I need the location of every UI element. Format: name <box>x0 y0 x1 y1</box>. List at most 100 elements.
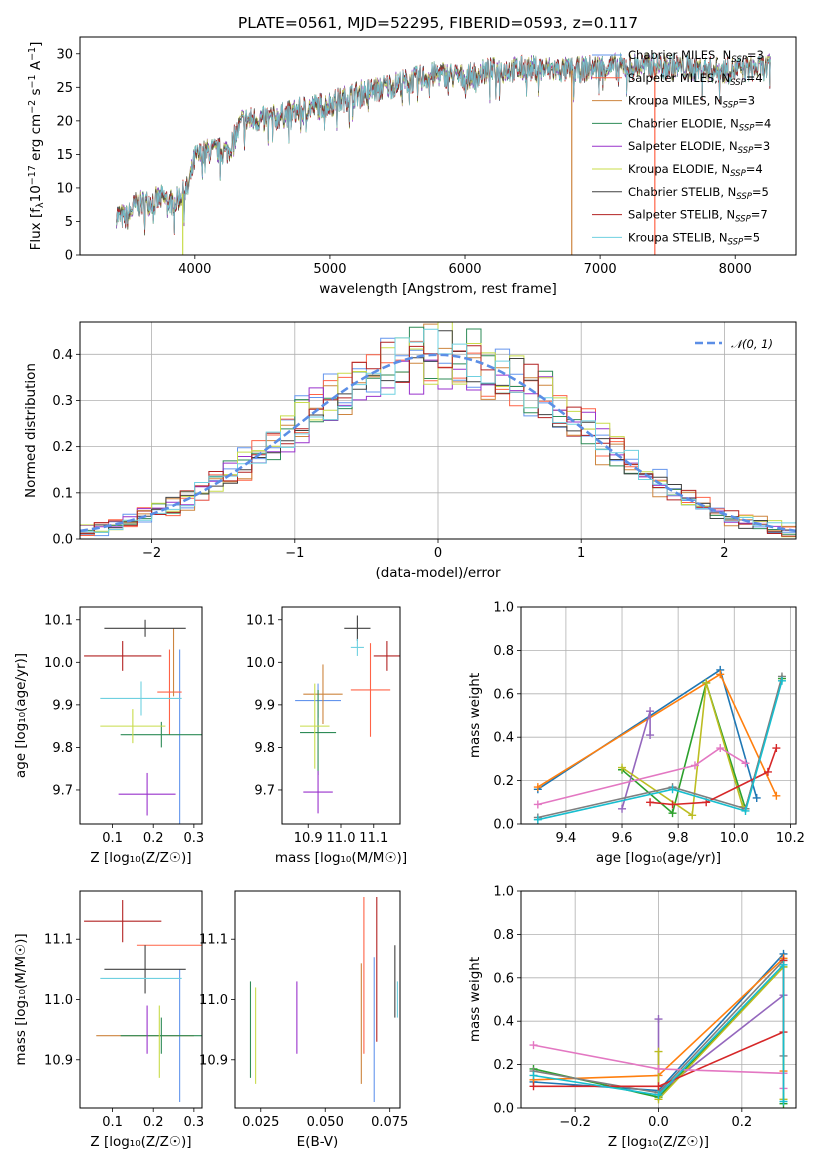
mass_vs_Z-ytick-label: 11.1 <box>44 933 73 948</box>
weight_vs_age-marker-s_MILES <box>690 761 699 770</box>
spectrum-ylabel-part: Flux [f <box>28 207 44 251</box>
spectrum-frame <box>79 36 797 256</box>
age_vs_mass-point-s_ELODIE <box>303 770 333 814</box>
age_vs_mass-point-c_ELODIE <box>300 689 337 776</box>
age_vs_mass-axes: 10.9 11.0 11.1 9.7 9.8 9.9 10.0 10.1 mass [log₁₀… <box>246 606 407 866</box>
weight_vs_Z-xtick-label: 0.2 <box>731 1115 752 1130</box>
weight_vs_age-marker-k_MILES <box>533 783 542 792</box>
spectrum-ylabel-part: erg cm <box>28 114 44 165</box>
weight_vs_age-marker-s_STELIB <box>763 767 772 776</box>
mass_vs_Z-point-c_STELIB <box>104 945 186 994</box>
age_vs_mass-xlabel: mass [log₁₀(M/M☉)] <box>275 850 407 866</box>
weight_vs_Z-frame <box>520 890 797 1109</box>
age_vs_Z-xtick-label: 0.3 <box>184 831 205 846</box>
mass_vs_Z-xtick-label: 0.3 <box>184 1115 205 1130</box>
weight_vs_age-marker-k_MILES <box>772 791 781 800</box>
legend-nssp: =5 <box>743 230 760 244</box>
legend-nssp: =3 <box>747 48 764 62</box>
weight_vs_Z-ylabel: mass weight <box>467 957 483 1042</box>
age_vs_Z-ytick-label: 9.8 <box>52 741 73 756</box>
age_vs_mass-point-s_MILES <box>350 643 391 737</box>
legend-entry-c_STELIB: Chabrier STELIB, NSSP=5 <box>628 185 769 202</box>
weight_vs_Z-marker-s_ELODIE <box>654 1015 663 1024</box>
residuals-ytick-label: 0.3 <box>52 394 73 409</box>
figure-title: PLATE=0561, MJD=52295, FIBERID=0593, z=0… <box>238 14 638 32</box>
residuals-xtick-label: 1 <box>577 546 585 561</box>
weight_vs_age-marker-s_ELODIE <box>646 731 655 740</box>
spectrum-ylabel-part: −17 <box>27 165 38 185</box>
mass_vs_Z-xtick-label: 0.1 <box>102 1115 123 1130</box>
weight_vs_Z-marker-k_ELODIE <box>654 1047 663 1056</box>
weight_vs_Z-marker-s_STELIB <box>654 1082 663 1091</box>
mass_vs_Z-ytick-label: 10.9 <box>44 1053 73 1068</box>
legend-subscript: SSP <box>735 215 751 225</box>
age_vs_mass-ytick-label: 10.1 <box>246 613 275 628</box>
legend-nssp: =7 <box>751 208 768 222</box>
residuals-xtick-label: 0 <box>434 546 442 561</box>
age_vs_Z-point-k_ELODIE <box>100 709 166 744</box>
residuals-ylabel: Normed distribution <box>23 363 39 498</box>
weight_vs_age-marker-c_MILES <box>752 793 761 802</box>
spectrum-xtick-label: 6000 <box>448 262 481 277</box>
weight_vs_age-xtick-label: 9.6 <box>612 831 633 846</box>
age_vs_Z-xtick-label: 0.1 <box>102 831 123 846</box>
spectrum-ytick-label: 30 <box>56 47 73 62</box>
weight_vs_Z-xtick-label: 0.0 <box>648 1115 669 1130</box>
age_vs_Z-xtick-label: 0.2 <box>143 831 164 846</box>
legend-nssp: =3 <box>738 94 755 108</box>
age_vs_mass-xtick-label: 10.9 <box>294 831 323 846</box>
spectrum-xlabel: wavelength [Angstrom, rest frame] <box>319 281 557 297</box>
age_vs_Z-frame <box>79 606 203 825</box>
legend-nssp: =5 <box>752 185 769 199</box>
age_vs_Z-point-c_STELIB <box>104 619 186 637</box>
weight_vs_Z-ytick-label: 0.6 <box>493 971 514 986</box>
age_vs_Z-axes: 0.1 0.2 0.3 9.7 9.8 9.9 10.0 10.1 Z [log₁₀(Z/Z☉)… <box>13 606 205 866</box>
age_vs_Z-ytick-label: 10.0 <box>44 656 73 671</box>
weight_vs_age-marker-s_STELIB <box>772 744 781 753</box>
spectrum-series-k_STELIB <box>116 52 771 234</box>
weight_vs_age-marker-s_ELODIE <box>646 707 655 716</box>
mass_vs_EBV-xtick-label: 0.075 <box>371 1115 408 1130</box>
mass_vs_Z-xtick-label: 0.2 <box>143 1115 164 1130</box>
spectrum-ylabel: Flux [fλ10−17 erg cm−2 s−1 A−1] <box>27 42 46 251</box>
legend-label: Chabrier MILES, N <box>628 48 731 62</box>
weight_vs_age-marker-k_ELODIE <box>688 811 697 820</box>
legend-entry-c_MILES: Chabrier MILES, NSSP=3 <box>628 48 764 65</box>
weight_vs_Z-line-k_STELIB <box>533 962 785 1102</box>
legend-subscript: SSP <box>736 192 752 202</box>
age_vs_mass-ytick-label: 10.0 <box>246 656 275 671</box>
legend-nssp: =4 <box>746 71 763 85</box>
mass_vs_EBV-frame <box>234 890 401 1109</box>
spectrum-ytick-label: 0 <box>65 249 73 264</box>
residuals-normal-curve <box>80 353 796 533</box>
mass_vs_EBV-xtick-label: 0.050 <box>307 1115 344 1130</box>
age_vs_mass-xtick-label: 11.0 <box>327 831 356 846</box>
mass_vs_Z-plot-area <box>84 900 202 1102</box>
weight_vs_age-ylabel: mass weight <box>467 673 483 758</box>
weight_vs_age-marker-s_STELIB <box>646 798 655 807</box>
mass_vs_Z-axes: 0.1 0.2 0.3 10.9 11.0 11.1 Z [log₁₀(Z/Z☉)] mass… <box>13 890 205 1150</box>
legend-nssp: =4 <box>754 116 771 130</box>
weight_vs_age-xtick-label: 9.4 <box>556 831 577 846</box>
mass_vs_EBV-ytick-label: 11.1 <box>199 933 228 948</box>
spectrum-ylabel-part: −1 <box>27 47 38 61</box>
spectrum-ylabel-part: −1 <box>27 74 38 88</box>
mass_vs_Z-xlabel: Z [log₁₀(Z/Z☉)] <box>90 1134 191 1150</box>
spectrum-ytick-label: 25 <box>56 81 73 96</box>
residuals-ytick-label: 0.2 <box>52 440 73 455</box>
residuals-plot-area <box>80 322 796 538</box>
weight_vs_Z-ytick-label: 0.2 <box>493 1058 514 1073</box>
weight_vs_Z-marker-s_MILES <box>529 1041 538 1050</box>
mass_vs_Z-ylabel: mass [log₁₀(M/M☉)] <box>13 933 29 1065</box>
weight_vs_age-ytick-label: 1.0 <box>493 601 514 616</box>
weight_vs_Z-marker-k_STELIB <box>654 1090 663 1099</box>
legend-label: Chabrier STELIB, N <box>628 185 736 199</box>
weight_vs_age-ytick-label: 0.0 <box>493 818 514 833</box>
weight_vs_Z-marker-k_STELIB <box>779 960 788 969</box>
mass_vs_EBV-axes: 0.025 0.050 0.075 10.9 11.0 11.1 E(B-V) <box>199 890 408 1150</box>
weight_vs_Z-ytick-label: 0.4 <box>493 1015 514 1030</box>
spectrum-ylabel-part: 10 <box>28 185 44 202</box>
legend-entry-k_ELODIE: Kroupa ELODIE, NSSP=4 <box>628 162 763 179</box>
